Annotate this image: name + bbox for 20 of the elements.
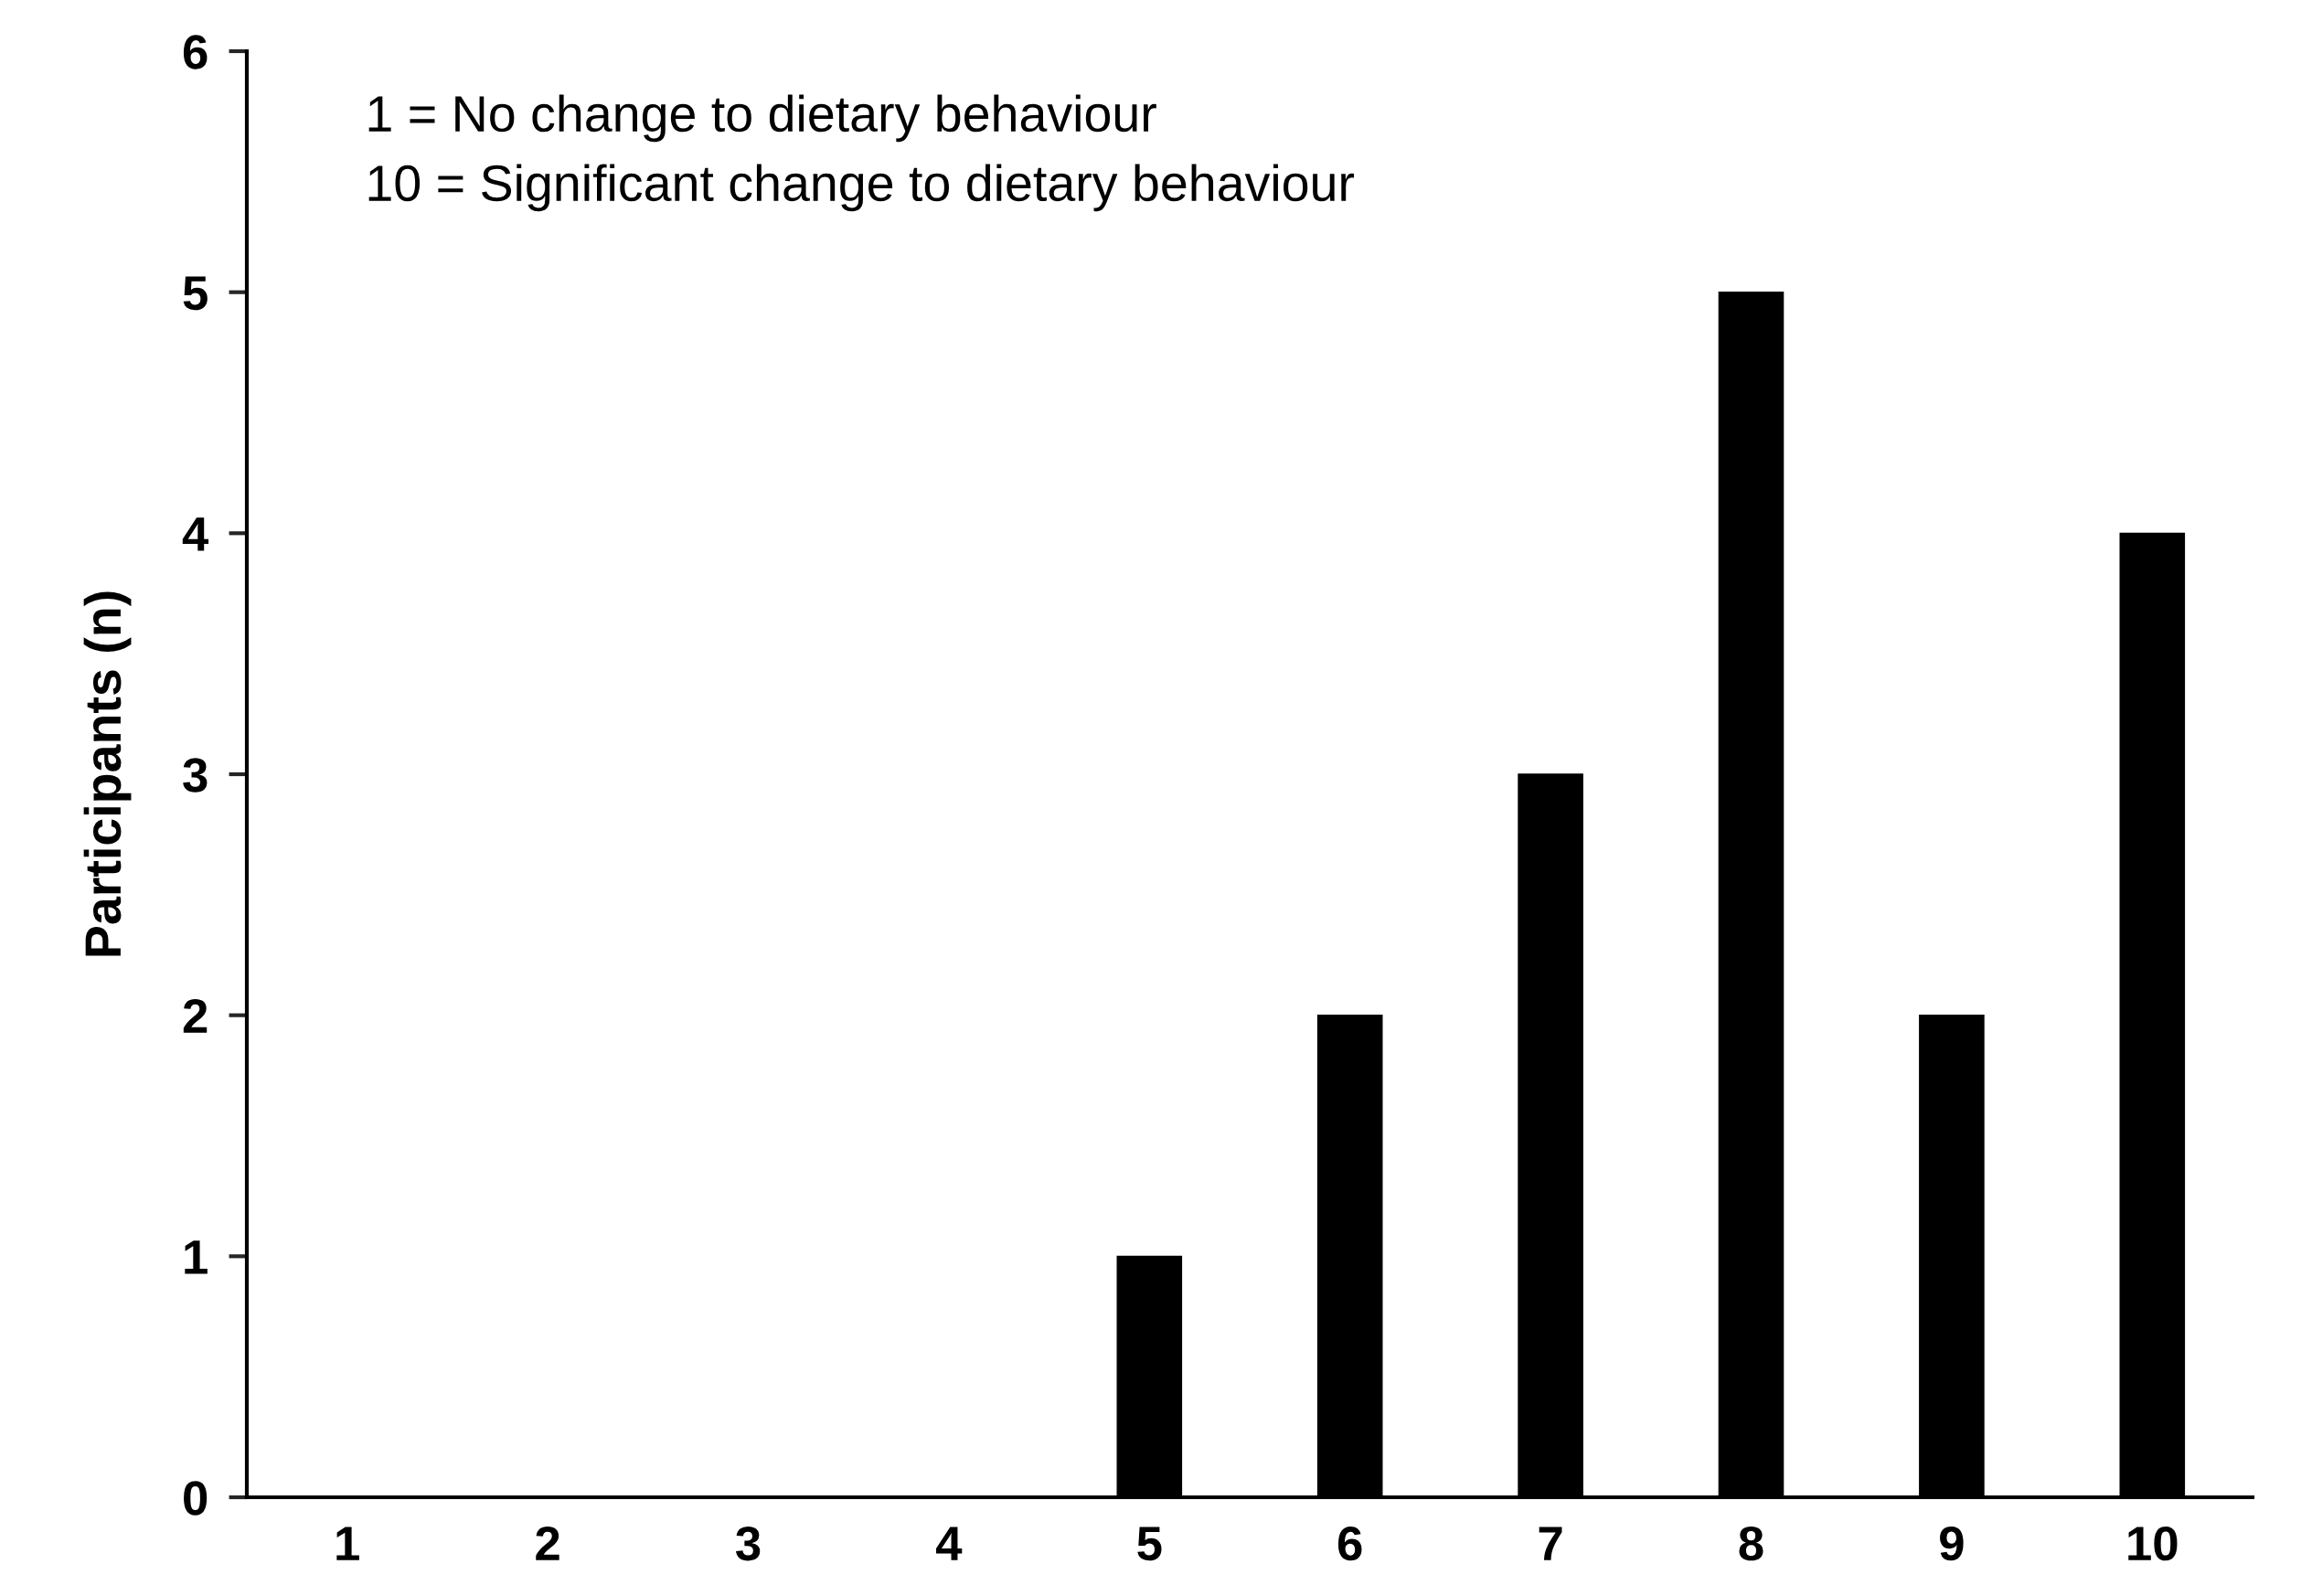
x-tick-label: 1 — [336, 1527, 359, 1560]
x-tick-label: 10 — [2128, 1526, 2178, 1561]
y-tick-label: 6 — [183, 35, 208, 69]
y-tick-label: 0 — [184, 1481, 208, 1516]
x-tick-label: 3 — [736, 1526, 761, 1561]
y-tick-label: 1 — [185, 1240, 208, 1274]
y-axis-title: Participants (n) — [83, 591, 132, 956]
y-tick-label: 5 — [183, 276, 208, 311]
x-tick-label: 5 — [1137, 1527, 1162, 1561]
y-tick-label: 4 — [182, 517, 209, 551]
x-tick-label: 4 — [936, 1527, 963, 1560]
annotation: 1 = No change to dietary behaviour — [368, 94, 1156, 143]
x-tick-label: 8 — [1739, 1526, 1763, 1561]
x-tick-label: 7 — [1539, 1527, 1562, 1560]
y-tick-label: 2 — [183, 998, 208, 1033]
x-tick-label: 9 — [1940, 1526, 1964, 1561]
x-tick-label: 2 — [536, 1526, 559, 1560]
y-tick-label: 3 — [183, 758, 208, 793]
annotation: 10 = Significant change to dietary behaviour — [368, 164, 1355, 212]
x-tick-label: 6 — [1337, 1526, 1362, 1561]
